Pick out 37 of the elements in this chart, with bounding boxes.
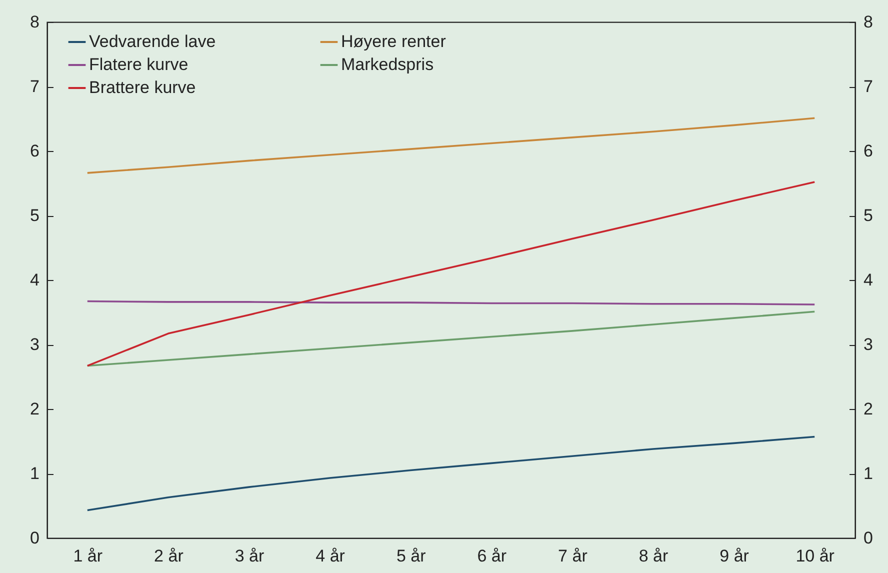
x-tick-label: 6 år <box>477 546 507 566</box>
y2-tick-label: 0 <box>864 528 873 548</box>
y2-tick-label: 1 <box>864 464 873 483</box>
x-tick-label: 8 år <box>638 546 668 566</box>
y-tick-label: 0 <box>30 528 40 548</box>
legend-label: Vedvarende lave <box>89 32 216 51</box>
line-series <box>86 310 816 367</box>
x-tick-label: 9 år <box>720 546 750 566</box>
x-tick-label: 5 år <box>396 546 426 566</box>
y2-tick-label: 3 <box>864 335 873 354</box>
y-tick-label: 1 <box>30 464 40 483</box>
x-tick-label: 2 år <box>154 546 184 566</box>
y-tick-label: 5 <box>30 206 40 225</box>
x-tick-label: 1 år <box>73 546 103 566</box>
line-series <box>86 117 816 174</box>
y-tick-label: 3 <box>30 335 40 354</box>
y2-tick-label: 7 <box>864 77 873 96</box>
legend-label: Markedspris <box>341 55 434 74</box>
x-tick-label: 4 år <box>316 546 346 566</box>
legend-label: Høyere renter <box>341 32 446 51</box>
y-tick-label: 6 <box>30 142 40 160</box>
x-tick-label: 7 år <box>558 546 588 566</box>
y-tick-label: 8 <box>30 12 40 32</box>
line-series <box>86 436 816 512</box>
y2-tick-label: 8 <box>864 12 873 32</box>
legend-label: Flatere kurve <box>89 55 188 74</box>
y2-tick-label: 2 <box>864 400 873 418</box>
y2-tick-label: 4 <box>864 270 873 290</box>
y2-tick-label: 6 <box>864 142 873 160</box>
y-tick-label: 7 <box>30 77 40 96</box>
x-tick-label: 3 år <box>234 546 264 566</box>
x-tick-label: 10 år <box>796 546 835 566</box>
y2-tick-label: 5 <box>864 206 873 225</box>
y-tick-label: 4 <box>30 270 40 290</box>
y-tick-label: 2 <box>30 400 40 418</box>
line-series <box>86 181 816 367</box>
legend-label: Brattere kurve <box>89 78 196 97</box>
